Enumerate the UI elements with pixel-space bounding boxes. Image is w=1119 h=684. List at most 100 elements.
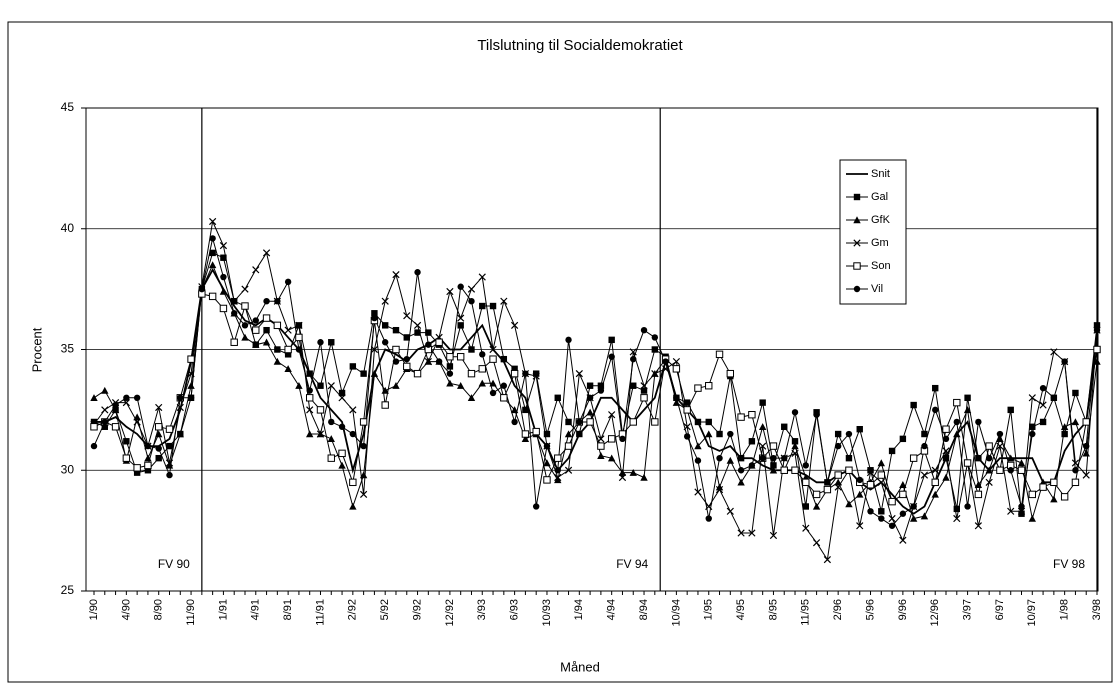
marker	[899, 481, 907, 488]
marker	[468, 298, 475, 305]
marker	[187, 355, 195, 363]
legend-label: GfK	[871, 214, 891, 226]
marker	[220, 254, 227, 261]
marker	[705, 515, 712, 522]
series-line	[93, 252, 1098, 514]
marker	[371, 314, 378, 322]
marker	[306, 370, 313, 377]
marker	[899, 435, 907, 443]
marker	[1050, 394, 1058, 401]
marker	[187, 370, 195, 378]
marker	[651, 370, 659, 378]
marker	[985, 478, 993, 486]
marker	[586, 394, 594, 401]
marker	[640, 387, 648, 394]
marker	[349, 363, 357, 370]
marker	[630, 355, 637, 363]
marker	[673, 394, 680, 401]
marker	[640, 473, 648, 481]
marker	[144, 461, 152, 470]
marker	[392, 358, 400, 365]
x-tick-label: 11/95	[800, 599, 812, 626]
marker	[856, 425, 863, 433]
legend-label: Vil	[871, 283, 883, 295]
marker	[219, 242, 228, 250]
marker	[1071, 459, 1080, 467]
marker	[532, 370, 540, 377]
marker	[586, 382, 594, 389]
marker	[996, 430, 1004, 438]
marker	[1029, 430, 1036, 438]
marker	[489, 345, 497, 354]
marker	[381, 297, 389, 305]
marker	[726, 456, 735, 464]
marker	[306, 406, 314, 414]
marker	[920, 471, 929, 479]
marker	[176, 403, 184, 412]
marker	[209, 217, 217, 226]
marker	[963, 406, 972, 414]
marker	[241, 322, 249, 329]
marker	[359, 490, 368, 499]
marker	[177, 394, 184, 401]
x-tick-label: 6/97	[994, 599, 1006, 620]
marker	[176, 430, 184, 438]
marker	[715, 485, 724, 494]
marker	[133, 394, 141, 401]
marker	[381, 386, 389, 394]
marker	[457, 322, 464, 329]
marker	[564, 466, 573, 474]
marker	[651, 346, 659, 353]
marker	[1093, 357, 1101, 365]
marker	[424, 357, 432, 366]
marker	[1083, 442, 1090, 450]
marker	[543, 442, 551, 450]
marker	[263, 326, 270, 334]
marker	[532, 503, 540, 510]
marker	[867, 467, 874, 474]
marker	[909, 454, 918, 462]
marker	[1050, 478, 1058, 487]
x-tick-label: 8/90	[153, 599, 165, 620]
marker	[165, 425, 174, 433]
marker	[672, 398, 681, 406]
y-tick-label: 30	[61, 462, 75, 476]
marker	[737, 478, 745, 486]
marker	[90, 423, 98, 431]
series-line	[93, 238, 1098, 527]
marker	[262, 338, 271, 346]
marker	[252, 266, 260, 274]
marker	[931, 478, 939, 487]
marker	[284, 365, 292, 373]
chart-title: Tilslutning til Socialdemokratiet	[477, 37, 683, 54]
marker	[618, 468, 627, 476]
marker	[101, 423, 108, 430]
marker	[1029, 423, 1036, 430]
marker	[576, 418, 583, 426]
marker	[856, 490, 864, 498]
marker	[123, 438, 130, 445]
marker	[683, 423, 691, 431]
marker	[554, 394, 561, 401]
marker	[133, 464, 141, 472]
marker	[823, 555, 832, 564]
marker	[338, 423, 346, 430]
marker	[1017, 459, 1026, 467]
marker	[683, 433, 691, 440]
marker	[748, 462, 756, 469]
marker	[931, 490, 939, 498]
marker	[715, 483, 724, 491]
marker	[219, 287, 228, 295]
x-tick-label: 8/91	[282, 599, 294, 620]
marker	[133, 418, 141, 426]
marker	[532, 372, 540, 380]
marker	[1060, 423, 1069, 430]
x-tick-label: 1/95	[703, 599, 715, 620]
marker	[769, 442, 778, 450]
marker	[381, 339, 389, 346]
marker	[586, 408, 594, 416]
marker	[489, 379, 497, 387]
marker	[446, 370, 454, 377]
marker	[327, 435, 335, 443]
